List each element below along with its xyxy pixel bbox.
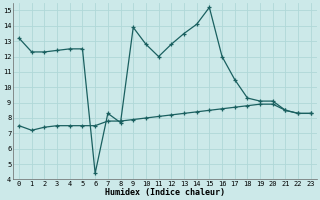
X-axis label: Humidex (Indice chaleur): Humidex (Indice chaleur): [105, 188, 225, 197]
